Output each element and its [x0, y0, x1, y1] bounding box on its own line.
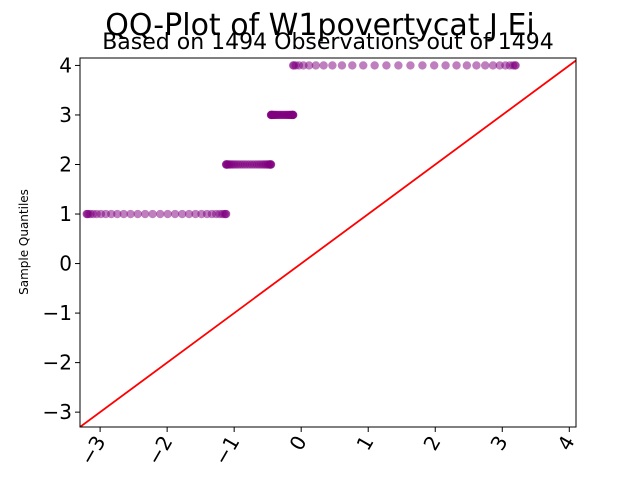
data-point [370, 61, 379, 70]
y-tick-label: 4 [59, 53, 72, 77]
data-point [488, 61, 498, 70]
data-point [304, 61, 314, 70]
y-tick-label: 0 [59, 252, 72, 276]
data-point [319, 61, 328, 70]
data-point [311, 61, 321, 70]
y-tick-label: 2 [59, 152, 72, 176]
y-tick-label: 3 [59, 103, 72, 127]
x-tick-label: 4 [552, 432, 579, 455]
x-tick-label: 2 [418, 432, 445, 455]
data-point [337, 61, 347, 70]
data-point [126, 209, 135, 219]
data-point [184, 209, 194, 219]
y-tick-label: −3 [43, 400, 72, 424]
data-point [452, 61, 461, 70]
y-tick-label: −2 [43, 351, 72, 375]
data-point [359, 61, 368, 70]
data-point [140, 209, 150, 219]
chart-title: QQ-Plot of W1povertycat J Ei [105, 8, 534, 43]
data-point [511, 61, 520, 70]
x-tick-label: 1 [351, 432, 378, 455]
data-point [133, 209, 142, 219]
y-axis-label: Sample Quantiles [17, 189, 31, 295]
data-point [462, 61, 472, 70]
data-point [266, 160, 276, 169]
data-point [394, 61, 403, 70]
x-tick-label: 3 [485, 432, 512, 455]
data-point [155, 209, 165, 219]
data-point [441, 61, 450, 70]
plot-area: −3 −2 −1 0 1 2 3 4 −3 −2 −1 0 1 2 3 4 [43, 53, 580, 469]
data-point [119, 209, 128, 219]
data-point [148, 209, 157, 219]
data-point [328, 61, 337, 70]
data-point [107, 209, 116, 219]
data-point [472, 61, 481, 70]
data-point [348, 61, 357, 70]
data-point [480, 61, 490, 70]
data-point [418, 61, 427, 70]
y-tick-label: 1 [59, 202, 72, 226]
data-point [113, 209, 122, 219]
chart-subtitle: Based on 1494 Observations out of 1494 [102, 30, 554, 55]
plot-frame [79, 57, 577, 428]
y-tick-label: −1 [43, 301, 72, 325]
data-point [163, 209, 172, 219]
reference-line [80, 59, 576, 427]
data-point [178, 209, 187, 219]
data-point [429, 61, 439, 70]
data-point [221, 209, 231, 219]
data-point [170, 209, 180, 219]
data-layer [80, 59, 576, 427]
x-tick-label: −3 [75, 432, 111, 470]
data-point [382, 61, 391, 70]
x-tick-label: 0 [284, 432, 311, 455]
x-tick-label: −1 [209, 432, 245, 470]
data-point [288, 110, 298, 120]
data-point [191, 209, 200, 219]
data-point [406, 61, 415, 70]
x-tick-label: −2 [142, 432, 178, 470]
